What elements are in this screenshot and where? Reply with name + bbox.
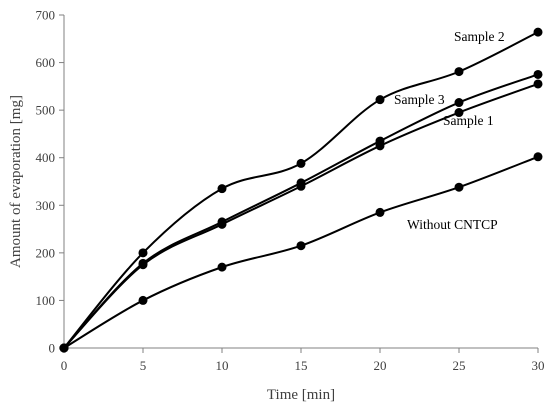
x-tick-label: 5: [140, 358, 147, 373]
data-point-sample-2: [217, 184, 227, 194]
y-tick-label: 600: [36, 55, 56, 70]
data-point-without-cntcp: [217, 262, 227, 272]
series-labels: Sample 2 Sample 3 Sample 1 Without CNTCP: [394, 29, 505, 232]
x-tick-label: 10: [216, 358, 229, 373]
data-point-without-cntcp: [59, 343, 69, 353]
series-label-sample-2: Sample 2: [454, 29, 505, 44]
data-point-without-cntcp: [375, 207, 385, 217]
data-point-without-cntcp: [454, 182, 464, 192]
data-point-sample-1: [375, 141, 385, 151]
data-point-sample-1: [533, 79, 543, 89]
data-point-sample-2: [375, 95, 385, 105]
y-tick-label: 400: [36, 150, 56, 165]
axes: 0 100 200 300 400 500 600 700 0 5 10 15 20 25 30: [36, 8, 545, 374]
y-tick-label: 700: [36, 8, 56, 23]
data-points: [59, 27, 543, 353]
data-point-sample-1: [296, 181, 306, 191]
data-point-sample-3: [533, 69, 543, 79]
y-tick-label: 500: [36, 103, 56, 118]
data-point-sample-1: [217, 219, 227, 229]
data-point-without-cntcp: [533, 152, 543, 162]
data-point-sample-2: [454, 67, 464, 77]
y-tick-label: 300: [36, 198, 56, 213]
x-axis-title: Time [min]: [267, 387, 335, 403]
y-tick-label: 100: [36, 293, 56, 308]
data-point-sample-3: [454, 98, 464, 108]
series-label-sample-1: Sample 1: [443, 113, 494, 128]
series-label-sample-3: Sample 3: [394, 92, 445, 107]
data-point-sample-1: [454, 108, 464, 118]
data-point-sample-2: [533, 27, 543, 37]
x-tick-label: 15: [295, 358, 308, 373]
data-point-sample-1: [138, 260, 148, 270]
data-point-sample-2: [296, 158, 306, 168]
series-label-without-cntcp: Without CNTCP: [407, 217, 498, 232]
data-point-without-cntcp: [296, 241, 306, 251]
y-tick-label: 200: [36, 245, 56, 260]
x-tick-label: 30: [532, 358, 545, 373]
y-tick-label: 0: [49, 341, 56, 356]
x-tick-label: 25: [453, 358, 466, 373]
x-tick-label: 0: [61, 358, 68, 373]
data-point-sample-2: [138, 248, 148, 258]
data-point-without-cntcp: [138, 295, 148, 305]
x-tick-label: 20: [374, 358, 387, 373]
y-axis-title: Amount of evaporation [mg]: [8, 95, 24, 268]
